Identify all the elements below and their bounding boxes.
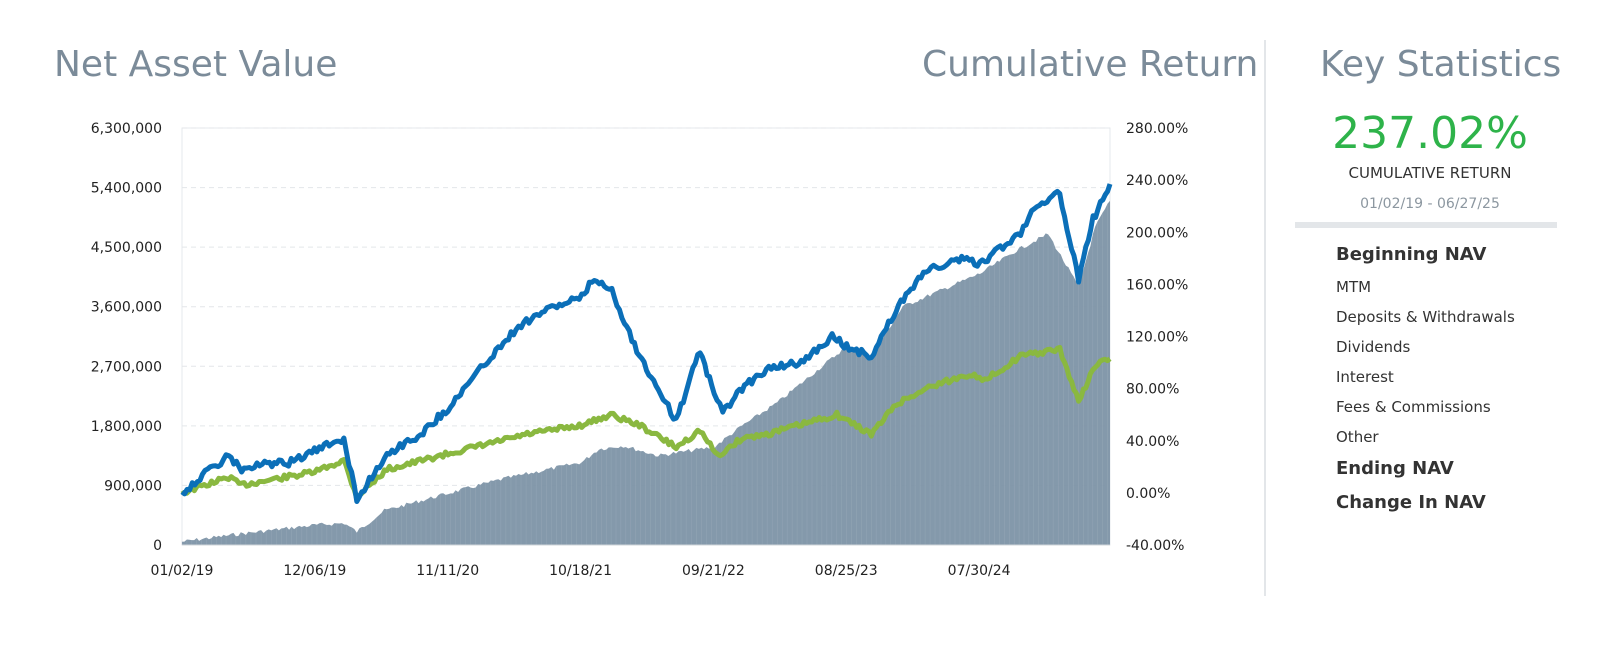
stat-deposits-withdrawals[interactable]: Deposits & Withdrawals bbox=[1336, 308, 1515, 326]
stat-fees-commissions[interactable]: Fees & Commissions bbox=[1336, 398, 1491, 416]
y-right-tick-label: 120.00% bbox=[1126, 330, 1188, 346]
stat-beginning-nav[interactable]: Beginning NAV bbox=[1336, 244, 1487, 265]
y-left-tick-label: 6,300,000 bbox=[91, 121, 162, 137]
x-tick-label: 11/11/20 bbox=[416, 563, 479, 579]
y-left-tick-label: 0 bbox=[153, 538, 162, 554]
section-divider bbox=[1264, 40, 1266, 596]
y-left-tick-label: 4,500,000 bbox=[91, 240, 162, 256]
y-right-tick-label: 280.00% bbox=[1126, 121, 1188, 137]
y-right-tick-label: 240.00% bbox=[1126, 173, 1188, 189]
stat-other[interactable]: Other bbox=[1336, 428, 1379, 446]
y-right-tick-label: -40.00% bbox=[1126, 538, 1184, 554]
cumulative-return-label: CUMULATIVE RETURN bbox=[1348, 164, 1512, 182]
x-tick-label: 08/25/23 bbox=[815, 563, 878, 579]
series-green-line bbox=[180, 344, 1112, 501]
y-right-tick-label: 40.00% bbox=[1126, 434, 1179, 450]
stat-ending-nav[interactable]: Ending NAV bbox=[1336, 458, 1454, 479]
stats-separator bbox=[1295, 222, 1557, 228]
stat-mtm[interactable]: MTM bbox=[1336, 278, 1372, 296]
y-right-tick-label: 80.00% bbox=[1126, 382, 1179, 398]
cumulative-return-date-range: 01/02/19 - 06/27/25 bbox=[1360, 196, 1500, 212]
series-blue-line bbox=[180, 183, 1113, 504]
chart-title-cumulative-return: Cumulative Return bbox=[922, 44, 1259, 85]
y-right-tick-label: 0.00% bbox=[1126, 486, 1170, 502]
x-tick-label: 10/18/21 bbox=[549, 563, 612, 579]
y-left-tick-label: 900,000 bbox=[104, 478, 162, 494]
stat-dividends[interactable]: Dividends bbox=[1336, 338, 1411, 356]
chart-title-net-asset-value: Net Asset Value bbox=[54, 44, 338, 85]
cumulative-return-value: 237.02% bbox=[1332, 108, 1528, 159]
series-nav-area bbox=[182, 200, 1110, 546]
stat-interest[interactable]: Interest bbox=[1336, 368, 1394, 386]
x-tick-label: 07/30/24 bbox=[948, 563, 1011, 579]
y-left-tick-label: 2,700,000 bbox=[91, 359, 162, 375]
y-right-tick-label: 200.00% bbox=[1126, 225, 1188, 241]
y-left-tick-label: 5,400,000 bbox=[91, 181, 162, 197]
stat-change-in-nav[interactable]: Change In NAV bbox=[1336, 492, 1486, 513]
x-tick-label: 12/06/19 bbox=[283, 563, 346, 579]
y-right-tick-label: 160.00% bbox=[1126, 277, 1188, 293]
x-tick-label: 09/21/22 bbox=[682, 563, 745, 579]
x-tick-label: 01/02/19 bbox=[151, 563, 214, 579]
y-left-tick-label: 1,800,000 bbox=[91, 419, 162, 435]
key-statistics-title: Key Statistics bbox=[1320, 44, 1562, 85]
y-left-tick-label: 3,600,000 bbox=[91, 300, 162, 316]
nav-cumulative-return-chart: 0 900,000 1,800,000 2,700,000 3,600,000 4,500… bbox=[91, 121, 1189, 579]
